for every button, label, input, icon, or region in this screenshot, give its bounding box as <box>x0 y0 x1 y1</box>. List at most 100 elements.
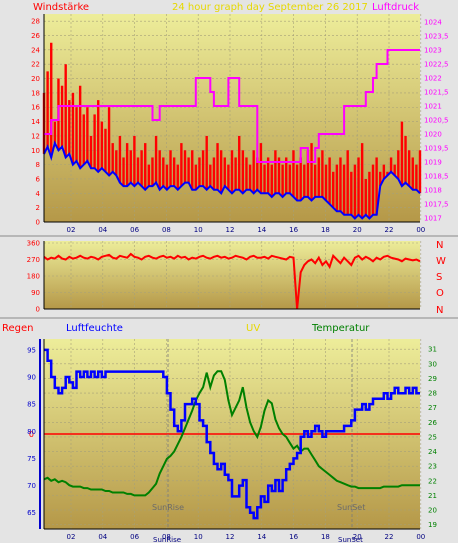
direction-degree-tick-3: 270 <box>27 256 40 264</box>
wind-x-tick-22: 22 <box>385 226 394 234</box>
pressure-y-tick-5: 1019,5 <box>424 145 449 153</box>
wind-y-tick-7: 14 <box>31 118 40 126</box>
pressure-y-tick-13: 1023,5 <box>424 33 449 41</box>
direction-degree-tick-0: 0 <box>36 306 40 314</box>
humidity-temperature-panel: 0 65 70 75 80 85 90 95 19 20 21 22 23 24 25 26 27 28 29 3… <box>27 339 437 543</box>
wind-y-tick-2: 4 <box>36 190 41 198</box>
pressure-y-tick-0: 1017 <box>424 215 442 223</box>
temperature-y-tick-12: 31 <box>428 346 437 354</box>
humidity-x-tick-06: 06 <box>130 533 139 541</box>
wind-y-tick-8: 16 <box>31 104 40 112</box>
wind-x-tick-12: 12 <box>226 226 235 234</box>
humidity-x-tick-16: 16 <box>289 533 298 541</box>
pressure-y-tick-3: 1018,5 <box>424 173 449 181</box>
pressure-y-tick-6: 1020 <box>424 131 442 139</box>
temperature-y-ticks: 19 20 21 22 23 24 25 26 27 28 29 30 31 <box>428 346 437 529</box>
temperature-y-tick-9: 28 <box>428 390 437 398</box>
direction-degree-ticks: 0 90 180 270 360 <box>27 240 40 314</box>
wind-y-tick-0: 0 <box>36 219 40 227</box>
temperature-y-tick-5: 24 <box>428 448 437 456</box>
wind-x-tick-14: 14 <box>257 226 266 234</box>
humidity-y-tick-0: 65 <box>27 509 36 517</box>
pressure-y-tick-2: 1018 <box>424 187 442 195</box>
pressure-y-tick-9: 1021,5 <box>424 89 449 97</box>
pressure-y-tick-11: 1022,5 <box>424 61 449 69</box>
direction-compass-1: W <box>436 256 446 267</box>
temperature-y-tick-6: 25 <box>428 433 437 441</box>
temperature-y-tick-2: 21 <box>428 492 437 500</box>
pressure-y-tick-7: 1020,5 <box>424 117 449 125</box>
direction-compass-4: N <box>436 305 443 316</box>
direction-degree-tick-4: 360 <box>27 240 40 248</box>
rain-zero-marker: 0 <box>29 430 34 439</box>
humidity-y-tick-1: 70 <box>27 482 36 490</box>
gust-bars <box>42 42 422 219</box>
sunset-axis-label: SunSet <box>338 536 363 543</box>
humidity-x-tick-14: 14 <box>257 533 266 541</box>
pressure-line <box>44 49 420 163</box>
direction-plot-area <box>44 241 420 309</box>
pressure-y-tick-12: 1023 <box>424 47 442 55</box>
wind-x-tick-04: 04 <box>98 226 107 234</box>
humidity-x-tick-08: 08 <box>162 533 171 541</box>
wind-y-tick-11: 22 <box>31 61 40 69</box>
humidity-x-tick-00: 00 <box>416 533 425 541</box>
wind-y-tick-6: 12 <box>31 132 40 140</box>
wind-y-tick-1: 2 <box>36 204 40 212</box>
humidity-y-tick-2: 75 <box>27 455 36 463</box>
temperature-y-tick-11: 30 <box>428 360 437 368</box>
wind-series <box>42 42 422 220</box>
humidity-x-tick-10: 10 <box>194 533 203 541</box>
wind-y-tick-3: 6 <box>36 175 41 183</box>
humidity-line <box>44 348 420 520</box>
sunrise-label: SunRise <box>152 503 184 512</box>
wind-y-tick-10: 20 <box>31 75 40 83</box>
humidity-y-tick-4: 85 <box>27 401 36 409</box>
direction-compass-0: N <box>436 240 443 251</box>
humidity-y-tick-3: 80 <box>27 428 36 436</box>
luftfeuchte-label: Luftfeuchte <box>66 323 123 334</box>
wind-x-tick-18: 18 <box>321 226 330 234</box>
luftdruck-label: Luftdruck <box>372 2 419 13</box>
wind-x-tick-06: 06 <box>130 226 139 234</box>
wind-y-tick-5: 10 <box>31 147 40 155</box>
wind-x-tick-02: 02 <box>67 226 76 234</box>
uv-label: UV <box>246 323 260 334</box>
temperature-y-tick-1: 20 <box>428 507 437 515</box>
direction-degree-tick-1: 90 <box>31 289 40 297</box>
pressure-y-tick-4: 1019 <box>424 159 442 167</box>
humidity-temperature-series <box>43 339 420 529</box>
pressure-y-tick-8: 1021 <box>424 103 442 111</box>
wind-y-tick-13: 26 <box>31 32 40 40</box>
wind-x-tick-16: 16 <box>289 226 298 234</box>
humidity-y-tick-6: 95 <box>27 346 36 354</box>
wind-average-line <box>43 140 421 220</box>
wind-y-tick-12: 24 <box>31 46 40 54</box>
temperature-y-tick-8: 27 <box>428 404 437 412</box>
temperatur-label: Temperatur <box>311 323 370 334</box>
humidity-x-ticks: 02 04 06 08 10 12 14 16 18 20 22 00 <box>67 533 426 541</box>
pressure-y-tick-10: 1022 <box>424 75 442 83</box>
humidity-x-tick-12: 12 <box>226 533 235 541</box>
temperature-y-tick-10: 29 <box>428 375 437 383</box>
wind-x-tick-20: 20 <box>353 226 362 234</box>
chart-title: 24 hour graph day September 26 2017 <box>172 2 368 13</box>
temperature-line <box>43 370 420 497</box>
temperature-y-tick-0: 19 <box>428 521 437 529</box>
wind-x-tick-00: 00 <box>416 226 425 234</box>
direction-compass-3: O <box>436 288 444 299</box>
humidity-x-tick-22: 22 <box>385 533 394 541</box>
wind-x-ticks: 02 04 06 08 10 12 14 16 18 20 22 00 <box>67 226 426 234</box>
pressure-y-tick-14: 1024 <box>424 19 442 27</box>
windstaerke-label: Windstärke <box>33 2 89 13</box>
humidity-y-ticks: 65 70 75 80 85 90 95 <box>27 346 36 517</box>
wind-x-tick-10: 10 <box>194 226 203 234</box>
sunrise-axis-label: SunRise <box>153 536 181 543</box>
pressure-y-ticks: 1017 1017,5 1018 1018,5 1019 1019,5 1020 1020,5… <box>424 19 449 223</box>
humidity-x-tick-18: 18 <box>321 533 330 541</box>
